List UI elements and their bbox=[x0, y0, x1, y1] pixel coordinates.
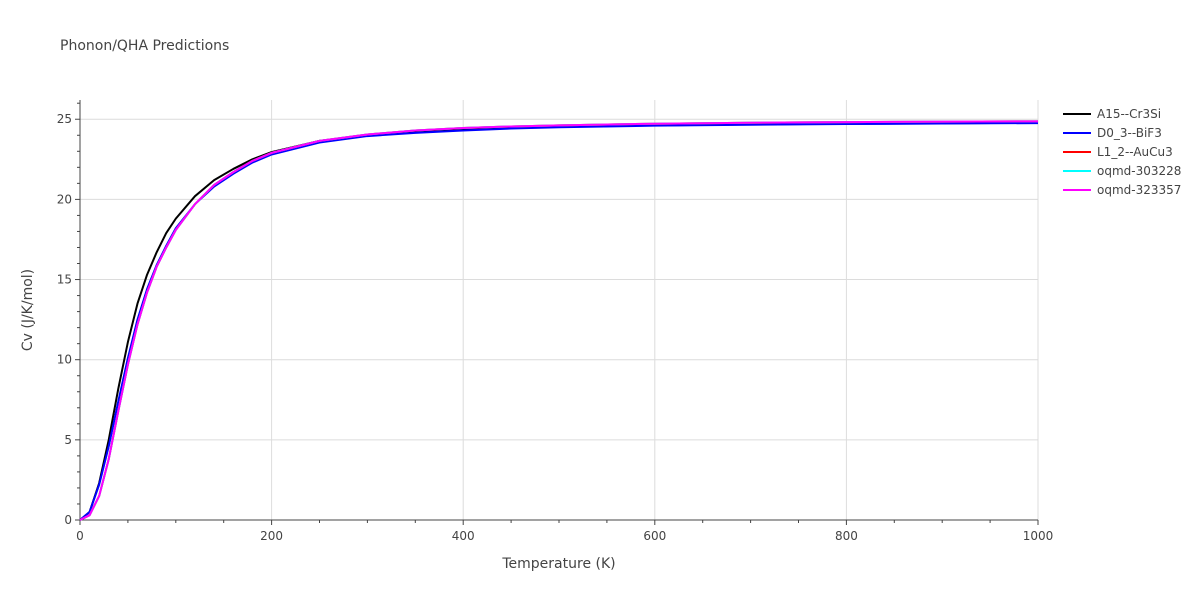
x-tick-label: 800 bbox=[835, 529, 858, 543]
x-tick-label: 200 bbox=[260, 529, 283, 543]
legend-label: L1_2--AuCu3 bbox=[1097, 145, 1173, 159]
y-axis-title: Cv (J/K/mol) bbox=[20, 269, 36, 351]
y-tick-label: 10 bbox=[57, 353, 72, 367]
legend: A15--Cr3Si D0_3--BiF3 L1_2--AuCu3 oqmd-3032… bbox=[1063, 107, 1181, 197]
x-axis-title: Temperature (K) bbox=[501, 556, 615, 572]
y-tick-label: 25 bbox=[57, 112, 72, 126]
y-tick-label: 0 bbox=[64, 513, 72, 527]
x-tick-label: 0 bbox=[76, 529, 84, 543]
x-tick-label: 1000 bbox=[1023, 529, 1054, 543]
legend-label: oqmd-323357 bbox=[1097, 183, 1181, 197]
x-tick-label: 600 bbox=[643, 529, 666, 543]
series-line-1 bbox=[79, 121, 1039, 521]
chart-title: Phonon/QHA Predictions bbox=[60, 38, 229, 54]
y-tick-label: 5 bbox=[64, 433, 72, 447]
legend-label: A15--Cr3Si bbox=[1097, 107, 1161, 121]
series-line-2 bbox=[79, 122, 1039, 521]
x-tick-labels: 0 200 400 600 800 1000 bbox=[76, 529, 1053, 543]
x-tick-label: 400 bbox=[452, 529, 475, 543]
y-tick-label: 15 bbox=[57, 273, 72, 287]
axes bbox=[75, 100, 1039, 525]
series-lines bbox=[79, 120, 1039, 521]
series-line-5 bbox=[79, 120, 1039, 521]
legend-label: D0_3--BiF3 bbox=[1097, 126, 1162, 140]
grid-lines bbox=[80, 100, 1039, 520]
legend-label: oqmd-303228 bbox=[1097, 164, 1181, 178]
y-tick-label: 20 bbox=[57, 192, 72, 206]
y-tick-labels: 0 5 10 15 20 25 bbox=[57, 112, 72, 527]
